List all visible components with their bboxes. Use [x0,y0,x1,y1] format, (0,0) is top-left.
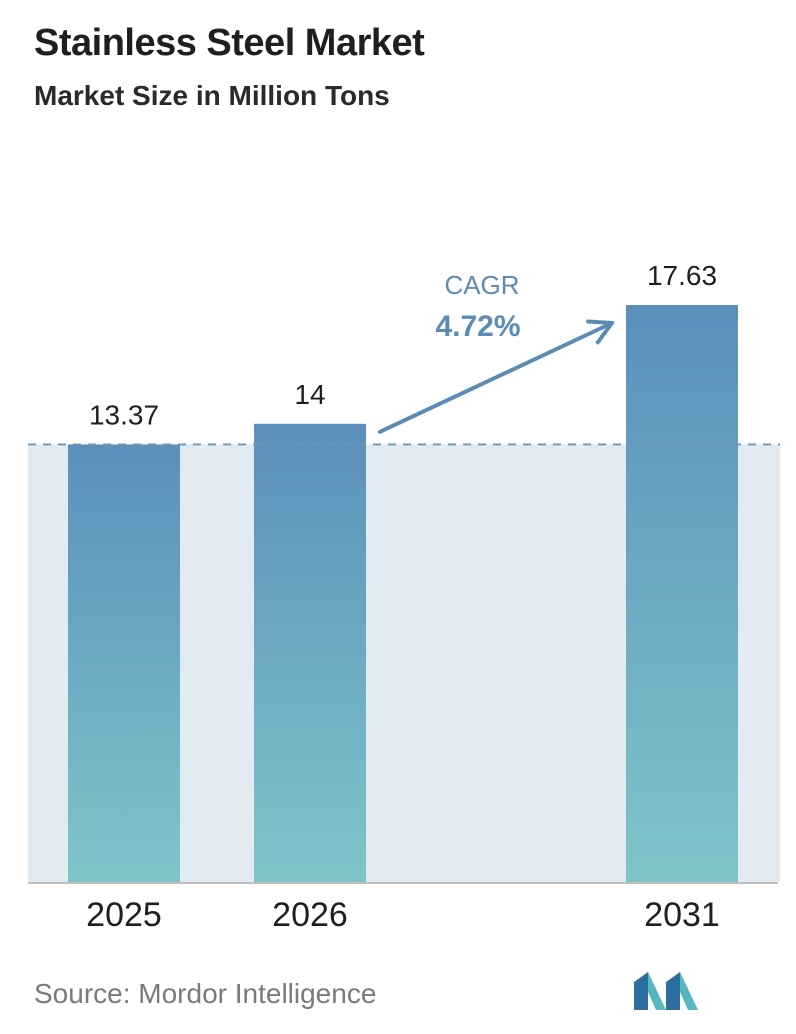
source-note: Source: Mordor Intelligence [34,978,377,1009]
cagr-arrow-icon [378,321,614,434]
mordor-intelligence-logo-icon [634,972,698,1010]
cagr-value: 4.72% [435,310,520,343]
data-label-2026: 14 [294,379,325,410]
x-tick-label-2025: 2025 [86,896,162,934]
data-label-2025: 13.37 [89,399,159,430]
cagr-annotation: CAGR 4.72% [378,270,614,434]
bar-2031 [626,305,738,882]
cagr-arrow-head-icon [586,319,614,345]
x-tick-label-2026: 2026 [272,896,348,934]
bar-2025 [68,444,180,882]
cagr-label: CAGR [444,270,519,300]
x-tick-label-2031: 2031 [644,896,720,934]
chart-title: Stainless Steel Market [34,22,425,64]
bar-2026 [254,423,366,882]
chart-subtitle: Market Size in Million Tons [34,80,390,111]
data-label-2031: 17.63 [647,260,717,291]
